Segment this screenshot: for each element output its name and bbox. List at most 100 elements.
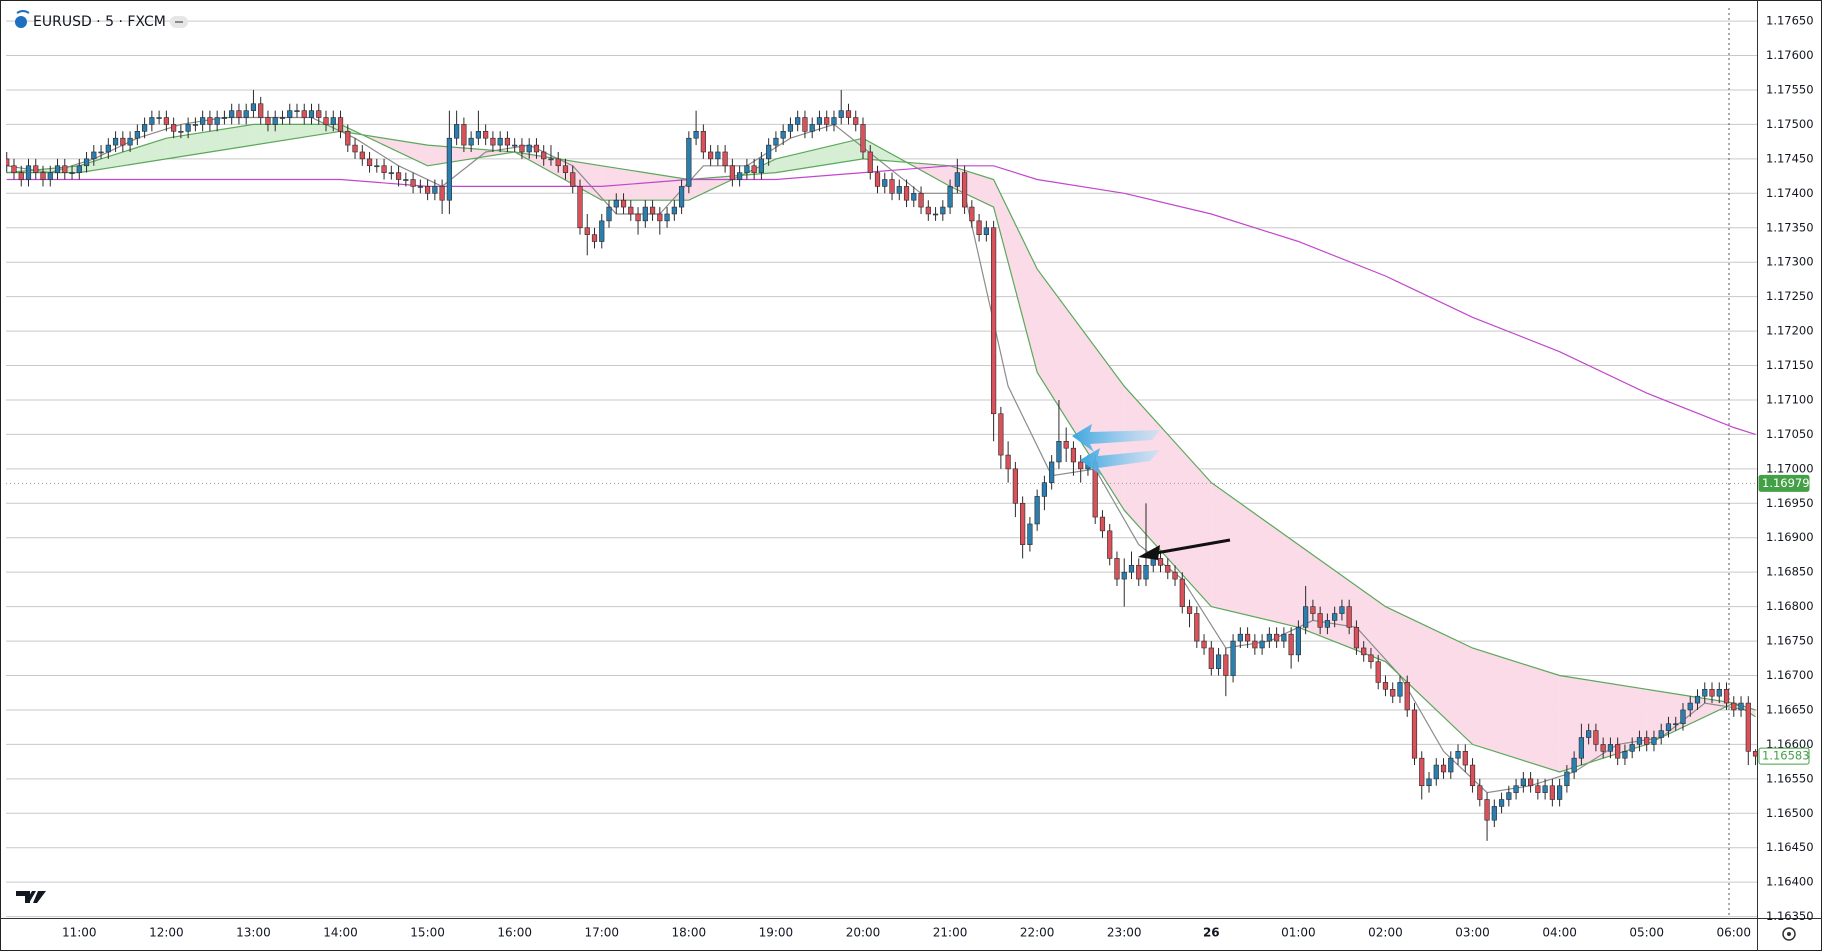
y-tick-label: 1.17600 — [1766, 48, 1814, 62]
x-tick-label: 20:00 — [846, 926, 881, 940]
candle-body — [1658, 730, 1664, 738]
candle-body — [889, 179, 895, 194]
candle-body — [555, 158, 561, 167]
candle-body — [715, 151, 721, 160]
candle-body — [1586, 730, 1592, 738]
x-tick-label: 06:00 — [1716, 926, 1751, 940]
candle-body — [932, 213, 939, 216]
y-tick-label: 1.16400 — [1766, 875, 1814, 889]
candle-body — [860, 124, 866, 153]
candle-body — [1165, 564, 1171, 573]
candle-body — [388, 172, 394, 174]
price-tag-label: 1.16583 — [1762, 749, 1810, 763]
x-tick-label: 12:00 — [149, 926, 184, 940]
candle-body — [1056, 441, 1062, 463]
candle-body — [867, 151, 873, 173]
candle-body — [1557, 785, 1563, 800]
candle-body — [403, 179, 409, 181]
candle-body — [925, 206, 931, 215]
candle-body — [1281, 633, 1287, 642]
candle-body — [185, 124, 191, 132]
candle-body — [1462, 750, 1468, 766]
y-tick-label: 1.16800 — [1766, 599, 1814, 613]
candle-body — [613, 199, 619, 208]
candle-body — [570, 172, 576, 187]
blue-arrow — [1072, 424, 1160, 452]
candle-body — [1738, 702, 1744, 711]
candle-body — [816, 117, 823, 125]
band-segment — [1124, 386, 1212, 607]
y-tick-label: 1.17050 — [1766, 427, 1814, 441]
settings-button[interactable] — [1782, 927, 1796, 941]
price-tag-label: 1.16979 — [1762, 476, 1810, 490]
candle-body — [1477, 785, 1483, 800]
candle-body — [1252, 640, 1258, 649]
candle-body — [1324, 620, 1331, 628]
candle-body — [577, 186, 583, 229]
candle-body — [395, 172, 402, 180]
candle-body — [548, 158, 554, 161]
candle-body — [1716, 688, 1722, 697]
candle-body — [1274, 633, 1280, 642]
candle-body — [1186, 606, 1193, 614]
y-tick-label: 1.17450 — [1766, 151, 1814, 165]
candle-body — [744, 165, 750, 173]
candle-body — [69, 172, 75, 174]
candle-body — [533, 144, 540, 153]
candle-body — [766, 144, 772, 160]
candle-body — [831, 117, 837, 125]
candle-body — [40, 172, 46, 180]
candle-body — [1143, 564, 1149, 580]
candle-body — [236, 110, 242, 118]
candle-body — [1027, 523, 1033, 545]
candle-body — [599, 220, 605, 242]
candle-body — [1419, 757, 1425, 787]
symbol-icon — [15, 16, 27, 28]
candle-body — [541, 151, 547, 160]
candle-body — [1520, 778, 1526, 787]
candle-body — [693, 131, 699, 139]
y-tick-label: 1.17200 — [1766, 324, 1814, 338]
candle-body — [18, 172, 24, 180]
symbol-header: EURUSD · 5 · FXCM — [15, 10, 188, 30]
candle-body — [1208, 647, 1214, 669]
candle-body — [1578, 737, 1584, 759]
candle-body — [359, 151, 365, 160]
candle-body — [809, 124, 815, 132]
symbol-icon-arc — [16, 10, 30, 14]
axes: 1.16350 1.16400 1.16450 1.16500 1.16550 1.166… — [62, 14, 1814, 940]
candle-body — [1491, 806, 1497, 821]
candle-body — [845, 110, 852, 118]
price-tag — [1758, 474, 1810, 492]
candle-body — [1745, 702, 1751, 752]
candle-body — [1433, 764, 1439, 780]
candle-body — [678, 186, 685, 208]
band-segment — [1037, 269, 1125, 511]
x-tick-label: 15:00 — [410, 926, 445, 940]
tv-logo — [16, 891, 46, 903]
y-tick-label: 1.17000 — [1766, 461, 1814, 475]
candle-body — [1731, 702, 1737, 711]
candle-body — [1455, 750, 1461, 759]
candle-body — [287, 110, 293, 118]
candle-body — [1440, 764, 1447, 773]
candle-body — [882, 179, 888, 187]
candle-body — [11, 165, 17, 173]
candle-body — [1310, 606, 1316, 614]
candle-body — [468, 137, 474, 146]
candle-body — [1644, 737, 1650, 745]
candle-body — [686, 137, 692, 187]
candle-body — [969, 206, 975, 222]
candle-body — [1469, 764, 1476, 787]
candle-body — [352, 144, 358, 153]
x-tick-label: 17:00 — [584, 926, 619, 940]
candle-body — [780, 131, 786, 139]
candle-body — [1034, 496, 1040, 525]
candle-body — [671, 206, 677, 215]
candle-body — [1288, 633, 1294, 656]
x-tick-label: 02:00 — [1368, 926, 1403, 940]
candle-body — [381, 165, 387, 173]
candle-body — [330, 117, 336, 125]
candle-body — [1498, 799, 1505, 807]
